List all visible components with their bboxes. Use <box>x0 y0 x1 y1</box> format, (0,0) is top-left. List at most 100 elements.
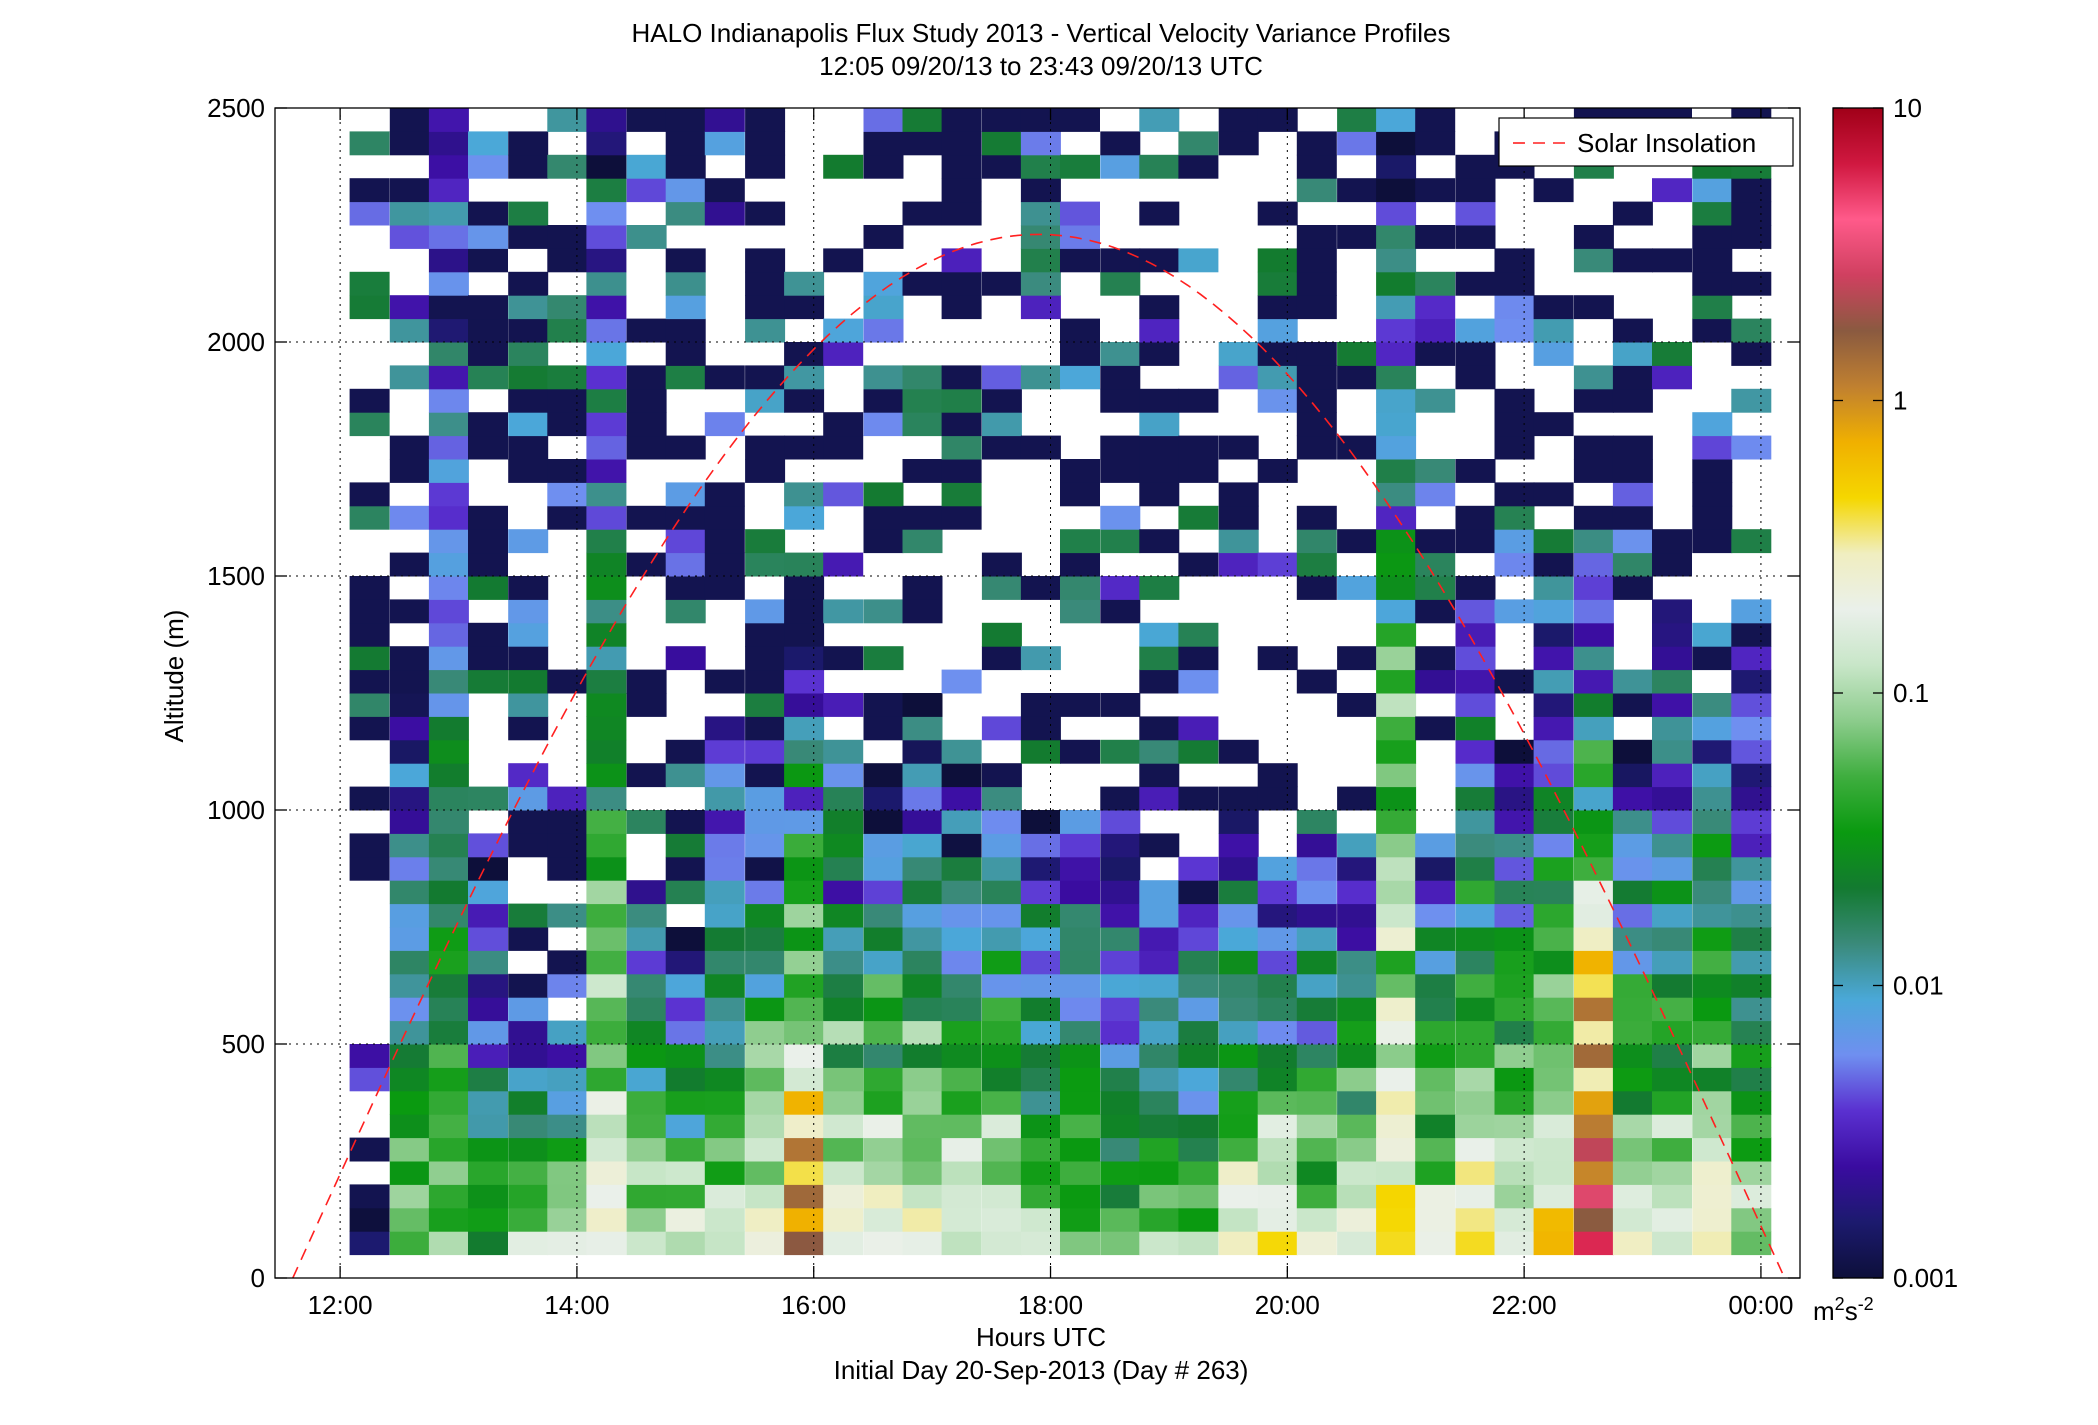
heatmap-cell <box>1178 552 1219 577</box>
heatmap-cell <box>1376 576 1417 600</box>
heatmap-cell <box>626 365 667 390</box>
heatmap-cell <box>428 739 469 764</box>
heatmap-cell <box>981 365 1022 390</box>
heatmap-cell <box>1139 576 1180 600</box>
heatmap-cell <box>1455 646 1496 671</box>
heatmap-cell <box>941 412 982 437</box>
heatmap-cell <box>1455 856 1496 881</box>
heatmap-cell <box>665 365 706 390</box>
heatmap-cell <box>1257 342 1298 366</box>
heatmap-cell <box>902 1020 943 1045</box>
heatmap-cell <box>1337 786 1378 811</box>
heatmap-cell <box>863 1184 904 1209</box>
heatmap-cell <box>704 482 745 507</box>
heatmap-cell <box>1692 529 1733 554</box>
heatmap-cell <box>1178 131 1219 156</box>
heatmap-cell <box>1376 1207 1417 1232</box>
heatmap-cell <box>1415 271 1456 296</box>
heatmap-cell <box>1060 1161 1100 1185</box>
heatmap-cell <box>1257 1231 1298 1256</box>
heatmap-cell <box>508 1090 549 1115</box>
heatmap-cell <box>468 1137 508 1162</box>
heatmap-cell <box>468 1020 508 1045</box>
heatmap-cell <box>349 1067 390 1092</box>
heatmap-cell <box>823 342 864 366</box>
heatmap-cell <box>468 880 508 905</box>
heatmap-cell <box>745 786 786 811</box>
heatmap-cell <box>586 1137 627 1162</box>
heatmap-cell <box>1415 318 1456 343</box>
heatmap-cell <box>1100 388 1141 413</box>
heatmap-cell <box>941 1044 982 1068</box>
heatmap-cell <box>863 646 904 671</box>
heatmap-cell <box>1494 1114 1535 1139</box>
heatmap-cell <box>1612 318 1653 343</box>
heatmap-cell <box>1100 997 1141 1022</box>
heatmap-cell <box>1415 1137 1456 1162</box>
heatmap-cell <box>1731 178 1772 203</box>
heatmap-cell <box>1494 271 1535 296</box>
heatmap-cell <box>1573 903 1614 928</box>
heatmap-cell <box>547 1137 588 1162</box>
heatmap-cell <box>428 646 469 671</box>
heatmap-cell <box>428 435 469 460</box>
heatmap-cell <box>784 388 825 413</box>
heatmap-cell <box>1376 552 1417 577</box>
heatmap-cell <box>1218 1184 1259 1209</box>
heatmap-cell <box>1533 786 1574 811</box>
heatmap-cell <box>784 927 825 951</box>
heatmap-cell <box>1573 739 1614 764</box>
heatmap-cell <box>626 880 667 905</box>
heatmap-cell <box>1178 1161 1219 1185</box>
heatmap-cell <box>508 669 549 694</box>
heatmap-cell <box>863 950 904 975</box>
heatmap-cell <box>704 1020 745 1045</box>
heatmap-cell <box>704 108 745 132</box>
heatmap-cell <box>1296 1137 1337 1162</box>
heatmap-cell <box>1455 1067 1496 1092</box>
heatmap-cell <box>704 365 745 390</box>
heatmap-cell <box>863 482 904 507</box>
heatmap-cell <box>468 786 508 811</box>
heatmap-cell <box>1692 646 1733 671</box>
heatmap-cell <box>704 1090 745 1115</box>
heatmap-cell <box>1455 927 1496 951</box>
heatmap-cell <box>1296 880 1337 905</box>
heatmap-cell <box>665 248 706 273</box>
heatmap-cell <box>1494 1184 1535 1209</box>
heatmap-cell <box>1573 248 1614 273</box>
heatmap-cell <box>981 388 1022 413</box>
heatmap-cell <box>349 412 390 437</box>
heatmap-cell <box>941 997 982 1022</box>
heatmap-cell <box>468 505 508 530</box>
heatmap-cell <box>1296 903 1337 928</box>
heatmap-cell <box>665 435 706 460</box>
heatmap-cell <box>1494 833 1535 858</box>
heatmap-cell <box>1376 1114 1417 1139</box>
heatmap-cell <box>704 1184 745 1209</box>
heatmap-cell <box>1731 997 1772 1022</box>
colorbar-tick-label: 0.1 <box>1893 678 1929 708</box>
heatmap-cell <box>1218 856 1259 881</box>
heatmap-cell <box>1573 810 1614 834</box>
heatmap-cell <box>981 552 1022 577</box>
heatmap-cell <box>1100 1231 1141 1256</box>
heatmap-cell <box>665 201 706 226</box>
heatmap-cell <box>704 412 745 437</box>
heatmap-cell <box>1494 248 1535 273</box>
heatmap-cell <box>1415 482 1456 507</box>
heatmap-cell <box>1415 552 1456 577</box>
heatmap-cell <box>508 154 549 179</box>
heatmap-cell <box>1494 318 1535 343</box>
heatmap-cell <box>428 622 469 647</box>
heatmap-cell <box>468 318 508 343</box>
heatmap-cell <box>1060 880 1100 905</box>
heatmap-cell <box>1296 669 1337 694</box>
heatmap-cell <box>981 927 1022 951</box>
heatmap-cell <box>1376 880 1417 905</box>
heatmap-cell <box>863 1207 904 1232</box>
heatmap-cell <box>1692 1184 1733 1209</box>
y-tick-label: 1500 <box>207 561 265 591</box>
heatmap-cell <box>1612 739 1653 764</box>
